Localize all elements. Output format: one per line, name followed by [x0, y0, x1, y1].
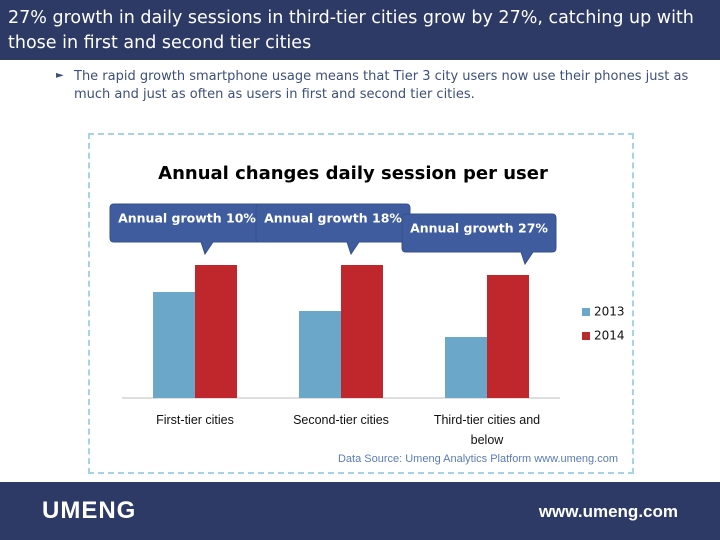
slide-title: 27% growth in daily sessions in third-ti… [8, 8, 694, 53]
callout-label: Annual growth 18% [264, 211, 402, 226]
x-tick-label: Third-tier cities and below [433, 413, 541, 447]
bar [153, 292, 195, 398]
x-tick-label: First-tier cities [156, 413, 234, 427]
callout-label: Annual growth 27% [410, 221, 548, 236]
x-tick-label: Second-tier cities [293, 413, 389, 427]
legend-label: 2013 [594, 305, 625, 319]
bar [299, 311, 341, 398]
footer-url: www.umeng.com [538, 502, 678, 521]
data-source: Data Source: Umeng Analytics Platform ww… [337, 453, 618, 465]
footer-band [0, 482, 720, 540]
legend-label: 2014 [594, 329, 625, 343]
chart-frame [88, 133, 634, 474]
header-band: 27% growth in daily sessions in third-ti… [0, 0, 720, 60]
bar [341, 265, 383, 398]
bullet-icon: ► [56, 70, 64, 81]
callout-label: Annual growth 10% [118, 211, 256, 226]
legend-swatch [582, 332, 590, 340]
bar [445, 337, 487, 398]
chart-title: Annual changes daily session per user [158, 163, 548, 184]
bar [195, 265, 237, 398]
bullet-text: The rapid growth smartphone usage means … [74, 69, 689, 102]
callout-box [255, 203, 411, 256]
bar [487, 275, 529, 398]
logo: UMENG [42, 497, 137, 524]
callout-box [401, 213, 557, 266]
legend-swatch [582, 308, 590, 316]
